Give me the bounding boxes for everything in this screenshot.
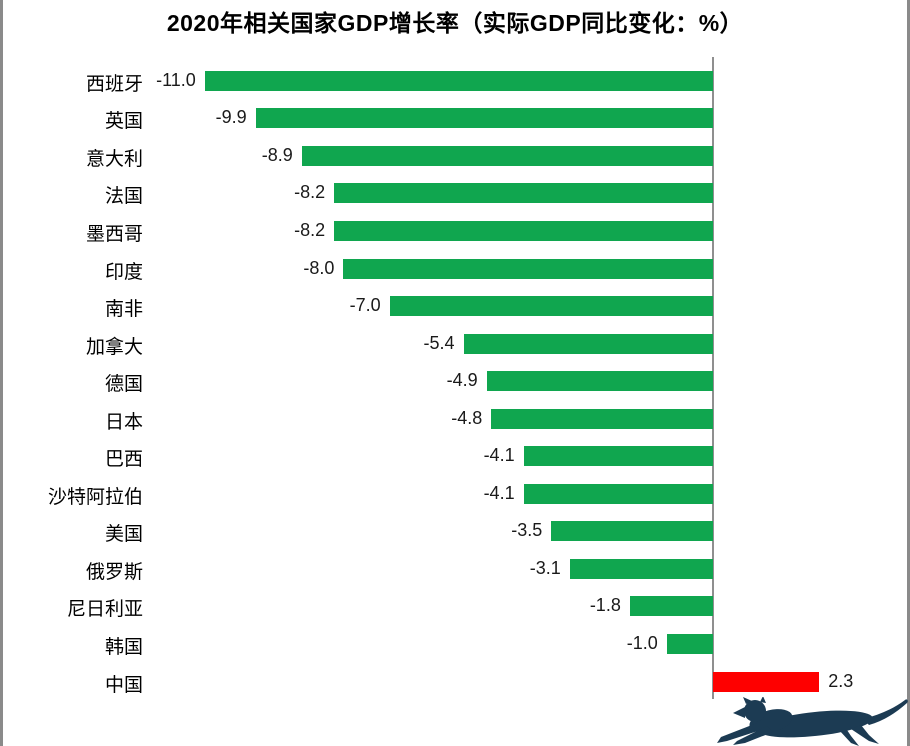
- country-label: 南非: [104, 299, 143, 321]
- value-label: -4.9: [446, 370, 478, 391]
- negative-bar: [666, 634, 713, 655]
- country-label: 俄罗斯: [85, 561, 143, 583]
- country-label: 墨西哥: [85, 223, 143, 245]
- value-label: -1.8: [589, 595, 621, 616]
- negative-bar: [463, 333, 713, 354]
- country-label: 英国: [104, 111, 143, 133]
- country-label: 韩国: [104, 637, 143, 659]
- country-label: 德国: [104, 374, 143, 396]
- panther-logo-icon: [717, 697, 908, 746]
- value-label: -3.5: [511, 520, 543, 541]
- value-label: -8.9: [261, 144, 293, 165]
- value-label: -9.9: [215, 107, 247, 128]
- value-label: -8.0: [303, 257, 335, 278]
- negative-bar: [486, 371, 713, 392]
- negative-bar: [301, 145, 713, 166]
- chart-title: 2020年相关国家GDP增长率（实际GDP同比变化：%）: [166, 10, 744, 36]
- value-label: -3.1: [529, 557, 561, 578]
- value-label: -11.0: [156, 69, 196, 90]
- country-label: 尼日利亚: [66, 599, 143, 621]
- value-label: -1.0: [626, 633, 658, 654]
- negative-bar: [334, 183, 713, 204]
- country-label: 加拿大: [85, 336, 143, 358]
- value-label: 2.3: [828, 670, 854, 691]
- negative-bar: [255, 108, 713, 129]
- negative-bar: [523, 446, 713, 467]
- country-label: 巴西: [104, 449, 143, 471]
- panther-logo: [693, 697, 910, 746]
- value-label: -5.4: [423, 332, 455, 353]
- zero-axis-line: [712, 57, 714, 699]
- country-label: 中国: [104, 674, 143, 696]
- negative-bar: [334, 220, 713, 241]
- negative-bar: [343, 258, 713, 279]
- value-label: -4.8: [451, 407, 483, 428]
- value-label: -4.1: [483, 445, 515, 466]
- negative-bar: [569, 558, 713, 579]
- country-label: 法国: [104, 186, 143, 208]
- value-label: -8.2: [294, 182, 326, 203]
- right-edge-border: [907, 0, 910, 746]
- value-label: -4.1: [483, 482, 515, 503]
- value-label: -7.0: [349, 295, 381, 316]
- country-label: 印度: [104, 261, 143, 283]
- positive-bar: [713, 671, 820, 692]
- country-label: 沙特阿拉伯: [47, 486, 143, 508]
- negative-bar: [204, 70, 713, 91]
- left-edge-border: [0, 0, 3, 746]
- country-label: 美国: [104, 524, 143, 546]
- country-label: 西班牙: [85, 73, 143, 95]
- country-label: 日本: [104, 411, 143, 433]
- negative-bar: [629, 596, 713, 617]
- value-label: -8.2: [294, 219, 326, 240]
- negative-bar: [523, 483, 713, 504]
- country-label: 意大利: [85, 148, 143, 170]
- negative-bar: [551, 521, 713, 542]
- negative-bar: [491, 408, 713, 429]
- negative-bar: [389, 296, 713, 317]
